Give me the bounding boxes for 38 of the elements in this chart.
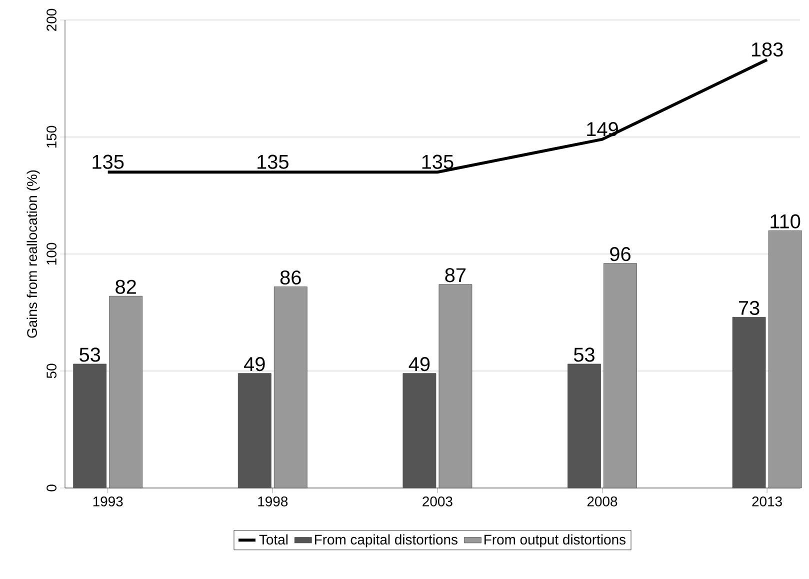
y-tick-label: 0	[46, 484, 56, 492]
bar	[73, 364, 107, 488]
y-tick-label: 50	[46, 364, 56, 378]
legend-label: From output distortions	[484, 534, 626, 548]
y-tick-label: 200	[46, 8, 56, 31]
data-label: 82	[116, 280, 136, 294]
bar	[438, 284, 472, 488]
bar	[604, 263, 637, 488]
data-label: 53	[574, 348, 594, 362]
bar	[768, 230, 802, 488]
bar	[402, 373, 436, 488]
data-label: 135	[422, 154, 454, 169]
x-tick-label: 2013	[752, 496, 782, 506]
legend-label: Total	[259, 534, 288, 545]
legend-label: From capital distortions	[314, 534, 458, 548]
data-label: 49	[408, 357, 430, 372]
x-tick-label: 2008	[587, 496, 618, 506]
data-label: 73	[738, 300, 760, 315]
bar	[274, 286, 308, 488]
bar	[238, 373, 272, 488]
x-tick-label: 1993	[93, 496, 123, 506]
x-tick-label: 1998	[258, 496, 288, 506]
y-tick-label: 150	[46, 126, 56, 148]
data-label: 53	[80, 348, 100, 362]
data-label: 110	[770, 214, 800, 228]
data-label: 49	[244, 357, 265, 372]
x-tick-label: 2003	[422, 496, 452, 506]
data-label: 87	[445, 268, 466, 282]
data-label: 135	[258, 154, 288, 169]
data-label: 86	[280, 270, 301, 285]
bar	[568, 364, 601, 488]
y-tick-label: 100	[46, 242, 56, 265]
y-axis-title: Gains from reallocation (%)	[26, 170, 40, 338]
bar	[732, 316, 766, 488]
bar	[109, 296, 143, 488]
data-label: 183	[752, 42, 783, 57]
data-label: 96	[610, 247, 630, 262]
data-label: 135	[92, 154, 124, 169]
